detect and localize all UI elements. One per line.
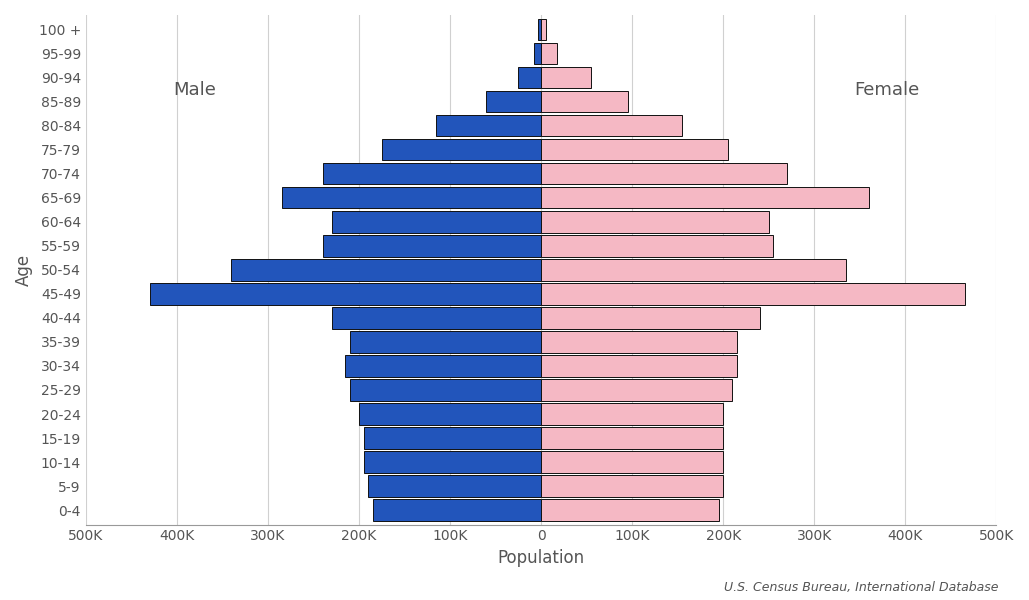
Bar: [541, 475, 723, 497]
Bar: [541, 235, 773, 257]
Bar: [541, 187, 868, 208]
Bar: [534, 43, 541, 64]
Bar: [519, 67, 541, 88]
Bar: [541, 139, 728, 160]
Bar: [346, 355, 541, 377]
Bar: [541, 43, 558, 64]
Text: Male: Male: [174, 80, 216, 98]
Bar: [322, 163, 541, 184]
Bar: [541, 283, 964, 305]
X-axis label: Population: Population: [497, 549, 584, 567]
Bar: [436, 115, 541, 136]
Bar: [331, 211, 541, 233]
Bar: [350, 331, 541, 353]
Bar: [232, 259, 541, 281]
Bar: [331, 307, 541, 329]
Bar: [541, 163, 787, 184]
Bar: [541, 451, 723, 473]
Bar: [541, 67, 592, 88]
Text: Female: Female: [854, 80, 920, 98]
Bar: [541, 91, 628, 112]
Bar: [363, 427, 541, 449]
Text: U.S. Census Bureau, International Database: U.S. Census Bureau, International Databa…: [723, 581, 998, 594]
Bar: [363, 451, 541, 473]
Bar: [541, 379, 733, 401]
Bar: [541, 19, 545, 40]
Bar: [541, 403, 723, 425]
Bar: [538, 19, 541, 40]
Bar: [541, 307, 759, 329]
Bar: [541, 331, 737, 353]
Y-axis label: Age: Age: [15, 254, 33, 286]
Bar: [372, 499, 541, 521]
Bar: [368, 475, 541, 497]
Bar: [322, 235, 541, 257]
Bar: [541, 211, 769, 233]
Bar: [541, 115, 682, 136]
Bar: [541, 259, 846, 281]
Bar: [282, 187, 541, 208]
Bar: [541, 427, 723, 449]
Bar: [359, 403, 541, 425]
Bar: [382, 139, 541, 160]
Bar: [541, 499, 718, 521]
Bar: [487, 91, 541, 112]
Bar: [149, 283, 541, 305]
Bar: [350, 379, 541, 401]
Bar: [541, 355, 737, 377]
